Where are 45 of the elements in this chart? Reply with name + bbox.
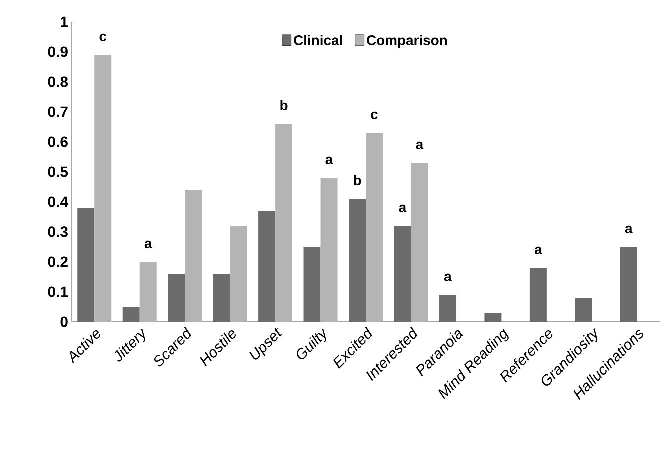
y-tick-label: 0.3 [48, 226, 68, 238]
y-tick-label: 0 [60, 316, 68, 328]
bar [484, 312, 502, 322]
y-tick-label: 1 [61, 16, 68, 28]
y-tick-label: 0.7 [48, 106, 68, 118]
bar [258, 210, 276, 322]
bar [276, 124, 293, 322]
bar [530, 268, 547, 322]
annotation: a [416, 142, 424, 150]
bar [575, 298, 592, 322]
annotation: a [144, 240, 152, 248]
y-tick-label: 0.4 [48, 196, 68, 208]
y-tick-label: 0.9 [48, 46, 68, 58]
annotation: b [354, 175, 362, 186]
legend-label: Clinical [294, 35, 342, 46]
annotation: c [371, 112, 378, 120]
bar [349, 198, 366, 322]
y-tick-label: 0.5 [48, 166, 68, 178]
bar [94, 54, 112, 322]
y-tick-label: 0.1 [48, 286, 68, 298]
bar [122, 306, 140, 322]
annotation: b [280, 100, 288, 110]
y-tick-label: 0.2 [48, 256, 68, 268]
annotation: a [625, 226, 633, 234]
bar [394, 226, 412, 322]
bar [620, 246, 638, 322]
bar [78, 208, 95, 322]
annotation: a [326, 156, 334, 164]
annotation: a [444, 274, 452, 282]
annotation: a [399, 204, 407, 212]
bar [411, 162, 428, 322]
bar [168, 274, 186, 322]
y-tick-label: 0.8 [48, 76, 68, 88]
bar [320, 178, 338, 322]
annotation: c [100, 34, 107, 42]
annotation: a [534, 246, 542, 254]
bar [140, 262, 157, 322]
y-tick-label: 0.6 [48, 136, 68, 148]
bar [185, 190, 202, 322]
legend-label: Comparison [367, 35, 448, 48]
bar [439, 294, 456, 322]
bar [304, 246, 321, 322]
bar [213, 274, 230, 322]
bar [230, 226, 248, 322]
bar [366, 132, 384, 322]
